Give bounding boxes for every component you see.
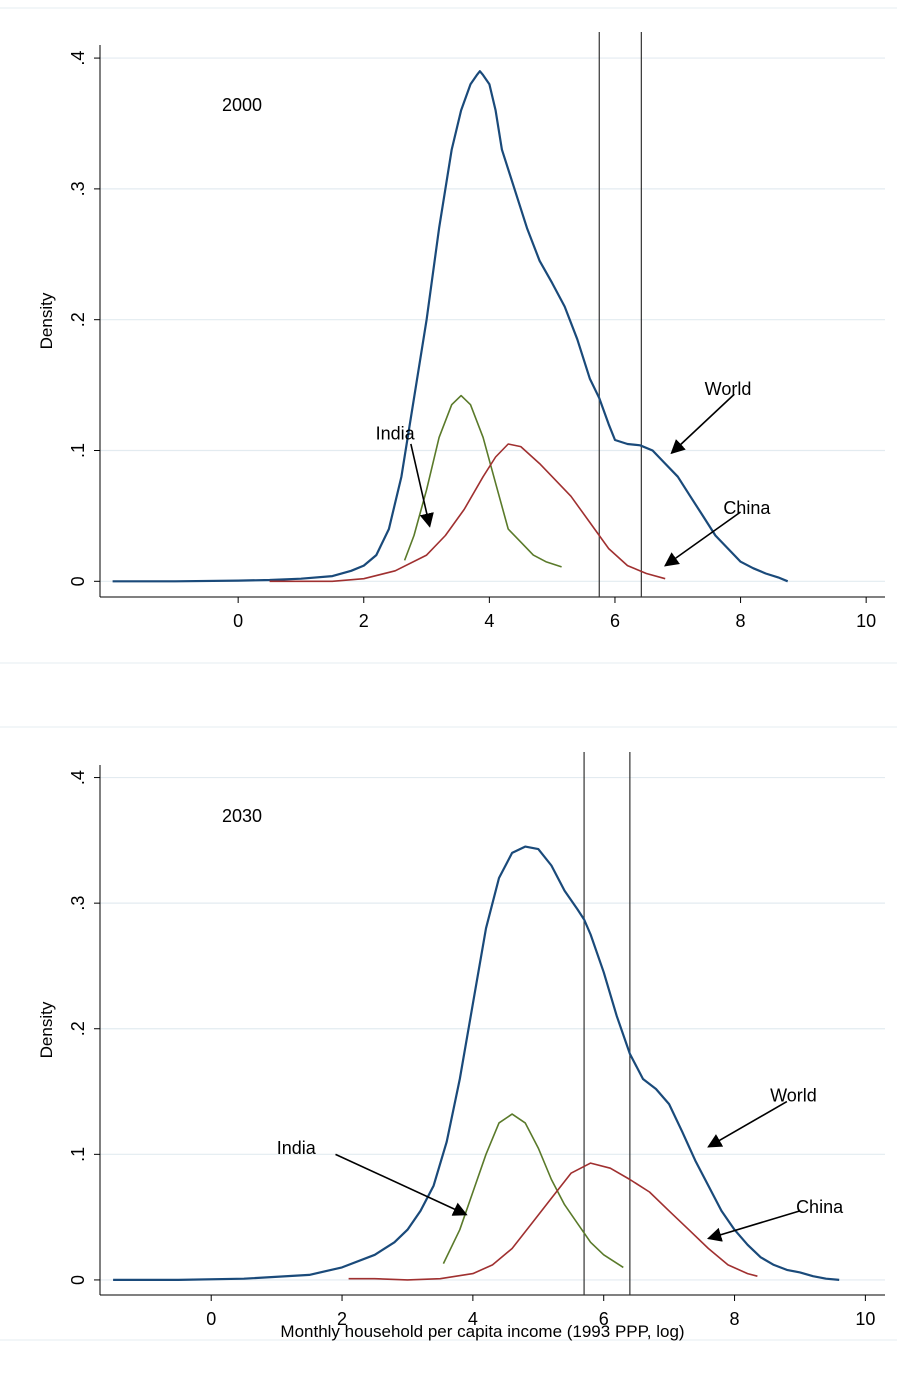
x-tick-label: 8 xyxy=(730,1309,740,1329)
y-tick-label: .3 xyxy=(68,896,88,911)
annotation-world: World xyxy=(705,379,752,399)
annotation-arrow xyxy=(670,393,735,455)
x-tick-label: 0 xyxy=(206,1309,216,1329)
series-line-india xyxy=(442,1113,624,1269)
annotation-arrow xyxy=(335,1153,468,1216)
x-tick-label: 2 xyxy=(337,1309,347,1329)
y-axis-label: Density xyxy=(37,1001,56,1058)
annotation-india: India xyxy=(277,1138,317,1158)
panel-label: 2000 xyxy=(222,95,262,115)
x-tick-label: 2 xyxy=(359,611,369,631)
x-tick-label: 8 xyxy=(736,611,746,631)
y-tick-label: .4 xyxy=(68,770,88,785)
series-line-world xyxy=(112,70,789,583)
panel-label: 2030 xyxy=(222,806,262,826)
x-tick-label: 4 xyxy=(468,1309,478,1329)
x-tick-label: 6 xyxy=(599,1309,609,1329)
annotation-china: China xyxy=(796,1197,844,1217)
series-line-china xyxy=(269,443,666,583)
y-tick-label: .4 xyxy=(68,51,88,66)
y-tick-label: .1 xyxy=(68,1147,88,1162)
annotation-india: India xyxy=(376,423,416,443)
x-axis-label: Monthly household per capita income (199… xyxy=(280,1322,684,1341)
x-tick-label: 4 xyxy=(484,611,494,631)
x-tick-label: 10 xyxy=(855,1309,875,1329)
series-line-india xyxy=(403,394,562,568)
annotation-arrow xyxy=(706,1210,801,1242)
annotation-world: World xyxy=(770,1085,817,1105)
y-tick-label: .1 xyxy=(68,443,88,458)
y-tick-label: 0 xyxy=(68,1275,88,1285)
chart-panel-2000: 0 .1 .2 .3 .4 0 2 4 6 8 10 Density 2000 World India Chi… xyxy=(0,7,897,664)
y-tick-label: 0 xyxy=(68,576,88,586)
annotation-arrow xyxy=(664,511,742,567)
annotation-arrow xyxy=(410,443,434,528)
x-tick-label: 6 xyxy=(610,611,620,631)
annotation-arrow xyxy=(707,1100,788,1148)
y-tick-label: .2 xyxy=(68,312,88,327)
chart-panel-2030: 0 .1 .2 .3 .4 0 2 4 6 8 10 Density Monthly household… xyxy=(0,726,897,1341)
x-tick-label: 0 xyxy=(233,611,243,631)
y-tick-label: .3 xyxy=(68,181,88,196)
series-line-world xyxy=(113,845,840,1282)
annotation-china: China xyxy=(723,498,771,518)
y-tick-label: .2 xyxy=(68,1021,88,1036)
y-axis-label: Density xyxy=(37,292,56,349)
x-tick-label: 10 xyxy=(856,611,876,631)
series-line-china xyxy=(348,1162,758,1281)
